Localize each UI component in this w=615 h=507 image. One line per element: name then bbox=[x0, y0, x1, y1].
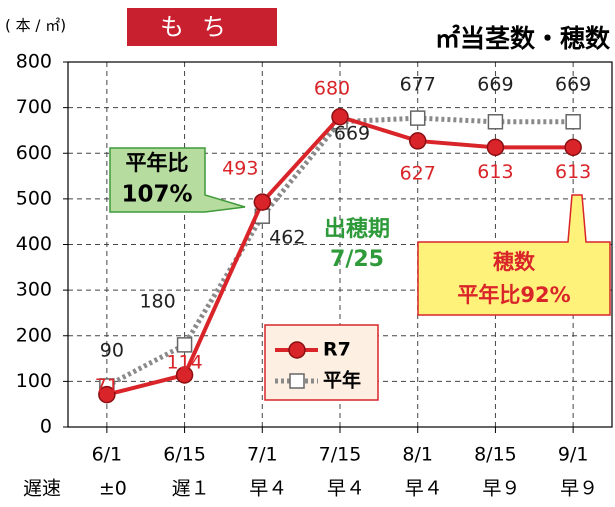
legend-marker bbox=[288, 341, 306, 359]
delay-label: 早４ bbox=[249, 478, 287, 500]
data-label: 669 bbox=[334, 122, 370, 144]
delay-label: 早４ bbox=[405, 478, 443, 500]
data-label: 71 bbox=[95, 375, 119, 397]
y-tick-label: 400 bbox=[16, 233, 52, 255]
y-tick-label: 500 bbox=[16, 187, 52, 209]
callout-yellow bbox=[417, 194, 611, 316]
annotation: 107% bbox=[121, 182, 192, 208]
annotation: 平年比 bbox=[126, 151, 189, 175]
data-label: 462 bbox=[269, 227, 305, 249]
annotation: 平年比92% bbox=[457, 283, 570, 307]
data-label: 613 bbox=[477, 161, 513, 183]
delay-row-label: 遅速 bbox=[23, 478, 61, 500]
callout-green bbox=[109, 147, 246, 213]
y-tick-label: 300 bbox=[16, 279, 52, 301]
x-tick-label: 6/1 bbox=[92, 444, 123, 466]
annotation: 出穂期 bbox=[324, 217, 390, 242]
data-label: 613 bbox=[555, 161, 591, 183]
legend-label: R7 bbox=[323, 339, 351, 361]
marker bbox=[98, 385, 116, 404]
delay-label: 遅１ bbox=[172, 478, 210, 500]
marker bbox=[408, 132, 427, 150]
delay-label: 早９ bbox=[482, 478, 520, 500]
y-tick-label: 0 bbox=[40, 416, 52, 438]
marker bbox=[253, 193, 272, 211]
marker bbox=[409, 110, 426, 126]
chart-title: ㎡当茎数・穂数 bbox=[435, 24, 611, 53]
x-tick-label: 8/15 bbox=[474, 444, 517, 466]
marker bbox=[565, 114, 581, 130]
marker bbox=[331, 108, 349, 126]
y-tick-label: 800 bbox=[16, 51, 52, 73]
badge-bg bbox=[127, 8, 277, 46]
marker bbox=[486, 138, 505, 157]
marker bbox=[175, 366, 194, 384]
annotation: 穂数 bbox=[493, 250, 536, 274]
marker bbox=[487, 114, 504, 130]
data-label: 114 bbox=[166, 351, 202, 373]
data-label: 680 bbox=[314, 77, 350, 99]
data-label: 90 bbox=[100, 339, 124, 361]
unit-label: ( 本 / ㎡) bbox=[5, 17, 66, 35]
y-tick-label: 200 bbox=[16, 324, 52, 346]
marker bbox=[564, 138, 582, 157]
data-label: 677 bbox=[400, 74, 436, 96]
y-tick-label: 700 bbox=[16, 96, 52, 118]
marker bbox=[176, 337, 193, 353]
legend-label: 平年 bbox=[323, 369, 361, 392]
delay-label: 早９ bbox=[560, 478, 598, 500]
plot-frame bbox=[67, 61, 613, 428]
data-label: 627 bbox=[400, 162, 436, 184]
x-tick-label: 9/1 bbox=[558, 444, 589, 466]
legend-box bbox=[264, 324, 379, 401]
data-label: 493 bbox=[222, 158, 258, 180]
legend-marker bbox=[289, 373, 305, 389]
delay-label: ±0 bbox=[99, 478, 127, 500]
delay-label: 早４ bbox=[327, 478, 365, 500]
data-label: 669 bbox=[477, 73, 513, 95]
x-tick-label: 7/1 bbox=[247, 444, 278, 466]
y-tick-label: 100 bbox=[16, 370, 52, 392]
x-tick-label: 8/1 bbox=[402, 444, 433, 466]
data-label: 669 bbox=[555, 73, 591, 95]
y-tick-label: 600 bbox=[16, 142, 52, 164]
annotation: 7/25 bbox=[330, 247, 384, 272]
data-label: 180 bbox=[139, 290, 175, 312]
x-tick-label: 6/15 bbox=[163, 444, 206, 466]
badge: もち bbox=[160, 13, 244, 41]
x-tick-label: 7/15 bbox=[319, 444, 362, 466]
